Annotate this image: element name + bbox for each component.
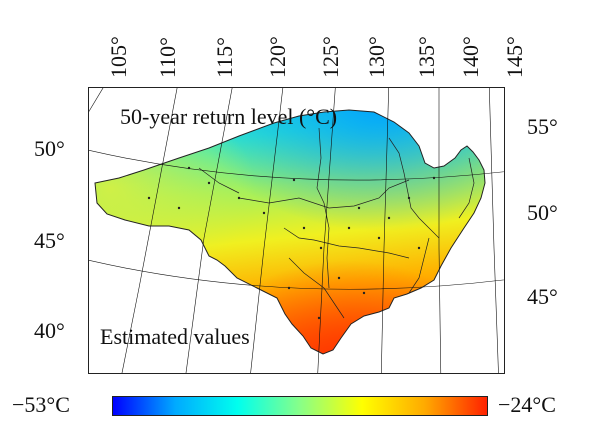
graticule [89,88,504,373]
longitude-label-115: 115° [212,37,237,78]
latitude-label-left-40: 40° [34,318,65,343]
latitude-label-left-45: 45° [34,228,65,253]
longitude-label-105: 105° [106,36,131,78]
longitude-label-130: 130° [364,36,389,78]
map-subtitle: Estimated values [100,324,250,349]
longitude-label-110: 110° [155,37,180,78]
longitude-label-145: 145° [502,36,527,78]
colorbar [112,396,488,416]
latitude-label-left-50: 50° [34,136,65,161]
colorbar-max-label: −24°C [498,392,556,417]
longitude-label-135: 135° [414,36,439,78]
latitude-label-right-45: 45° [527,284,558,309]
map-panel [88,87,505,374]
colorbar-min-label: −53°C [12,392,70,417]
longitude-label-140: 140° [458,36,483,78]
longitude-label-120: 120° [265,36,290,78]
province-boundaries [198,127,475,319]
map-title: 50-year return level (°C) [120,104,338,129]
longitude-label-125: 125° [318,36,343,78]
latitude-label-right-50: 50° [527,200,558,225]
latitude-label-right-55: 55° [527,114,558,139]
map-canvas [89,88,504,373]
station-markers [147,166,436,320]
